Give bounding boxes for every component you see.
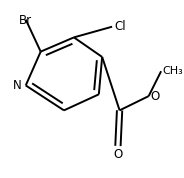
- Text: Br: Br: [19, 14, 32, 27]
- Text: O: O: [150, 90, 160, 103]
- Text: CH₃: CH₃: [163, 66, 183, 76]
- Text: O: O: [113, 148, 123, 161]
- Text: N: N: [13, 79, 22, 92]
- Text: Cl: Cl: [115, 20, 126, 33]
